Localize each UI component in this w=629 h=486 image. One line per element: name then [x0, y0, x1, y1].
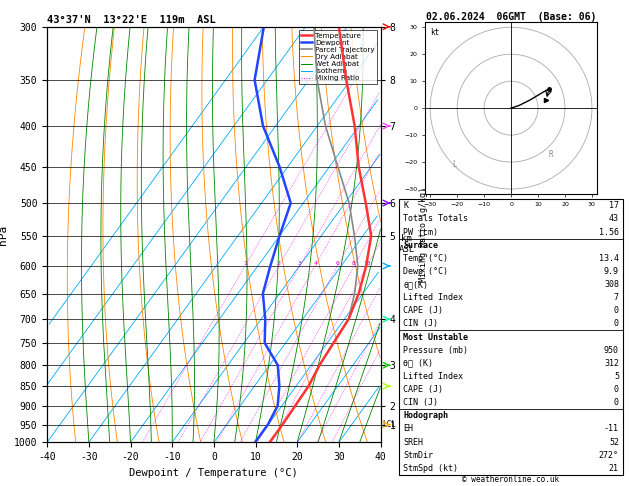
Y-axis label: hPa: hPa	[0, 225, 8, 244]
Text: 2: 2	[277, 261, 281, 266]
Text: 5: 5	[614, 372, 619, 381]
Text: 0: 0	[614, 398, 619, 407]
Text: 02.06.2024  06GMT  (Base: 06): 02.06.2024 06GMT (Base: 06)	[426, 12, 596, 22]
X-axis label: Dewpoint / Temperature (°C): Dewpoint / Temperature (°C)	[130, 468, 298, 478]
Text: 13.4: 13.4	[599, 254, 619, 263]
Text: CIN (J): CIN (J)	[403, 398, 438, 407]
Text: Lifted Index: Lifted Index	[403, 372, 463, 381]
Text: L: L	[452, 160, 457, 170]
Text: kt: kt	[430, 28, 440, 37]
Text: Temp (°C): Temp (°C)	[403, 254, 448, 263]
Text: 1.56: 1.56	[599, 227, 619, 237]
Text: 21: 21	[609, 464, 619, 473]
Text: EH: EH	[403, 424, 413, 434]
Text: PW (cm): PW (cm)	[403, 227, 438, 237]
Text: StmSpd (kt): StmSpd (kt)	[403, 464, 458, 473]
Text: 10: 10	[364, 261, 371, 266]
Text: 3: 3	[298, 261, 301, 266]
Text: 0: 0	[614, 306, 619, 315]
Text: Dewp (°C): Dewp (°C)	[403, 267, 448, 276]
Text: CIN (J): CIN (J)	[403, 319, 438, 329]
Text: Most Unstable: Most Unstable	[403, 332, 468, 342]
Text: SREH: SREH	[403, 437, 423, 447]
Text: 7: 7	[614, 293, 619, 302]
Text: Mixing Ratio (g/kg): Mixing Ratio (g/kg)	[420, 187, 428, 282]
Text: 43°37'N  13°22'E  119m  ASL: 43°37'N 13°22'E 119m ASL	[47, 15, 216, 25]
Text: 950: 950	[604, 346, 619, 355]
Text: 0: 0	[614, 385, 619, 394]
Text: R: R	[549, 150, 554, 158]
Text: 312: 312	[604, 359, 619, 368]
Text: 4: 4	[313, 261, 317, 266]
Text: © weatheronline.co.uk: © weatheronline.co.uk	[462, 474, 560, 484]
Text: Surface: Surface	[403, 241, 438, 250]
Text: 8: 8	[352, 261, 356, 266]
Text: K: K	[403, 201, 408, 210]
Text: θᴇ (K): θᴇ (K)	[403, 359, 433, 368]
Text: Hodograph: Hodograph	[403, 411, 448, 420]
Text: 272°: 272°	[599, 451, 619, 460]
Text: 6: 6	[336, 261, 340, 266]
Text: θᴇ(K): θᴇ(K)	[403, 280, 428, 289]
Text: CAPE (J): CAPE (J)	[403, 306, 443, 315]
Text: StmDir: StmDir	[403, 451, 433, 460]
Text: Totals Totals: Totals Totals	[403, 214, 468, 224]
Text: LCL: LCL	[382, 420, 396, 429]
Text: 9.9: 9.9	[604, 267, 619, 276]
Text: 43: 43	[609, 214, 619, 224]
Legend: Temperature, Dewpoint, Parcel Trajectory, Dry Adiabat, Wet Adiabat, Isotherm, Mi: Temperature, Dewpoint, Parcel Trajectory…	[299, 30, 377, 84]
Text: Pressure (mb): Pressure (mb)	[403, 346, 468, 355]
Text: 52: 52	[609, 437, 619, 447]
Text: 308: 308	[604, 280, 619, 289]
Text: 1: 1	[243, 261, 247, 266]
Text: 0: 0	[614, 319, 619, 329]
Y-axis label: km
ASL: km ASL	[399, 235, 415, 254]
Text: Lifted Index: Lifted Index	[403, 293, 463, 302]
Text: -11: -11	[604, 424, 619, 434]
Text: 17: 17	[609, 201, 619, 210]
Text: CAPE (J): CAPE (J)	[403, 385, 443, 394]
